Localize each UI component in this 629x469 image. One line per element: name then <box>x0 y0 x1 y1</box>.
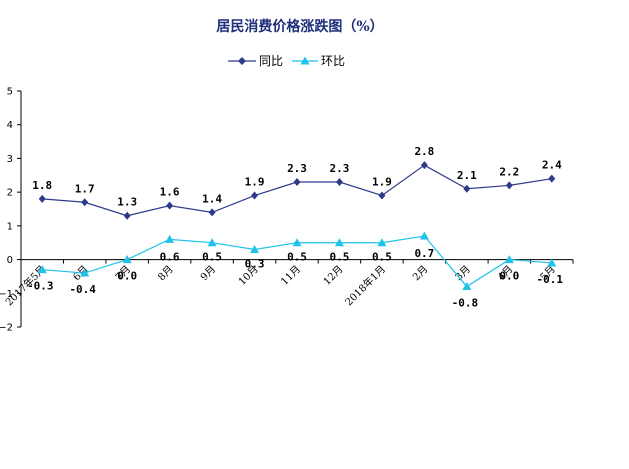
data-label: 0.5 <box>202 251 222 264</box>
data-label: 0.5 <box>330 251 350 264</box>
y-tick-label: −1 <box>0 289 13 300</box>
data-point <box>37 265 47 274</box>
chart-title: 居民消费价格涨跌图（%） <box>216 18 383 35</box>
series-group <box>37 161 557 291</box>
y-tick-label: 0 <box>7 255 13 266</box>
data-label: 0.0 <box>499 270 519 283</box>
data-point <box>293 178 301 187</box>
y-tick-label: 2 <box>7 188 13 199</box>
data-point <box>292 238 302 247</box>
data-point <box>122 255 132 264</box>
x-tick-label: 2018年1月 <box>342 263 388 309</box>
data-label: 2.1 <box>457 169 477 182</box>
data-point <box>251 191 259 200</box>
data-point <box>208 208 216 217</box>
y-tick-label: 4 <box>7 120 13 131</box>
data-label: 1.4 <box>202 192 222 205</box>
data-point <box>377 238 387 247</box>
x-tick-label: 12月 <box>321 263 346 288</box>
data-point <box>419 231 429 240</box>
data-label: 1.7 <box>75 182 95 195</box>
data-label: 2.8 <box>414 145 434 158</box>
legend-marker-yoy <box>238 57 246 65</box>
data-label: -0.3 <box>27 280 54 293</box>
data-point <box>548 174 556 183</box>
data-label: 2.4 <box>542 159 562 172</box>
data-point <box>463 184 471 193</box>
data-point <box>250 244 260 253</box>
data-point <box>207 238 217 247</box>
data-point <box>81 198 89 207</box>
data-point <box>462 282 472 291</box>
data-label: 1.6 <box>160 186 180 199</box>
data-point <box>505 181 513 190</box>
data-point <box>335 178 343 187</box>
data-point <box>123 211 131 220</box>
data-labels: 1.8 1.7 1.3 1.6 1.4 1.9 2.3 2.3 1.9 2.8 2.1 2.2 2.4 -… <box>27 145 563 309</box>
legend-label-mom: 环比 <box>321 54 345 68</box>
y-tick-label: 3 <box>7 154 13 165</box>
data-point <box>38 194 46 203</box>
data-label: -0.4 <box>69 283 96 296</box>
data-label: 0.0 <box>117 270 137 283</box>
legend-marker-mom <box>300 56 310 65</box>
data-label: 0.5 <box>372 251 392 264</box>
x-tick-label: 8月 <box>156 263 176 283</box>
x-tick-label: 2月 <box>410 263 430 283</box>
data-label: 2.3 <box>330 162 350 175</box>
data-label: 0.3 <box>245 257 265 270</box>
data-label: 1.8 <box>32 179 52 192</box>
data-label: 0.7 <box>414 247 434 260</box>
x-tick-label: 11月 <box>279 263 304 288</box>
data-point <box>80 268 90 277</box>
data-point <box>166 201 174 210</box>
y-tick-label: 5 <box>7 87 13 98</box>
data-label: -0.8 <box>452 297 479 310</box>
legend-label-yoy: 同比 <box>259 54 283 68</box>
data-point <box>334 238 344 247</box>
data-label: 2.3 <box>287 162 307 175</box>
data-label: 2.2 <box>499 165 519 178</box>
data-label: 1.9 <box>245 176 265 189</box>
legend: 同比 环比 <box>228 54 345 68</box>
data-point <box>420 161 428 170</box>
y-tick-label: −2 <box>0 323 13 334</box>
data-label: 0.5 <box>287 251 307 264</box>
data-point <box>165 234 175 243</box>
data-label: 0.6 <box>160 250 180 263</box>
x-tick-label: 9月 <box>198 263 218 283</box>
y-tick-label: 1 <box>7 221 13 232</box>
data-label: 1.3 <box>117 196 137 209</box>
data-point <box>547 258 557 267</box>
data-point <box>504 255 514 264</box>
data-label: 1.9 <box>372 176 392 189</box>
data-point <box>378 191 386 200</box>
data-label: -0.1 <box>537 273 564 286</box>
